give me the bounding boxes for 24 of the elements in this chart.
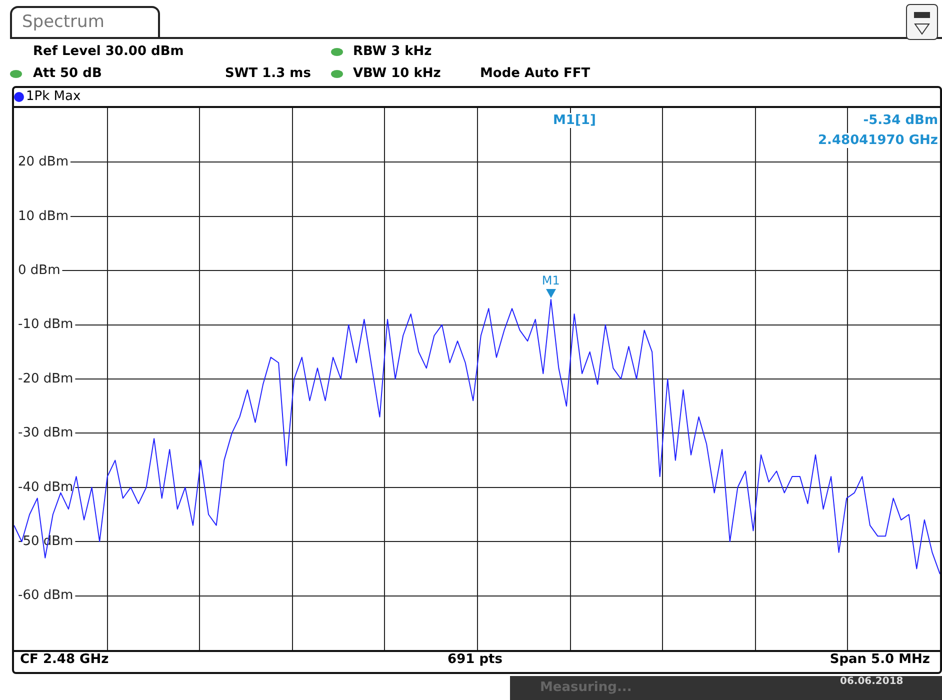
chart-title: Spectrum [22,12,104,32]
y-tick-label: -20 dBm [18,371,74,386]
text: Att 50 dB [33,66,102,81]
text: VBW 10 kHz [353,66,441,81]
text: CF 2.48 GHz [20,652,109,667]
y-tick-label: 20 dBm [18,154,69,170]
y-tick-label: -40 dBm [18,480,74,495]
text: Span 5.0 MHz [830,652,930,667]
annotation: -5.34 dBm [863,113,938,128]
y-tick-label: -30 dBm [18,426,74,441]
y-tick-label: 10 dBm [18,208,69,224]
legend-label: 1Pk Max [26,89,81,104]
y-tick-label: 0 dBm [18,262,60,278]
text: 06.06.2018 [840,676,904,687]
annotation: 2.48041970 GHz [818,133,938,148]
text: SWT 1.3 ms [225,66,311,81]
text: Ref Level 30.00 dBm [33,44,184,59]
y-tick-label: -60 dBm [18,588,74,604]
text: RBW 3 kHz [353,44,432,59]
text: 691 pts [448,652,502,667]
annotation: M1 [542,274,560,288]
text: Mode Auto FFT [480,66,590,81]
annotation: M1[1] [553,113,596,128]
y-tick-label: -10 dBm [18,317,74,332]
